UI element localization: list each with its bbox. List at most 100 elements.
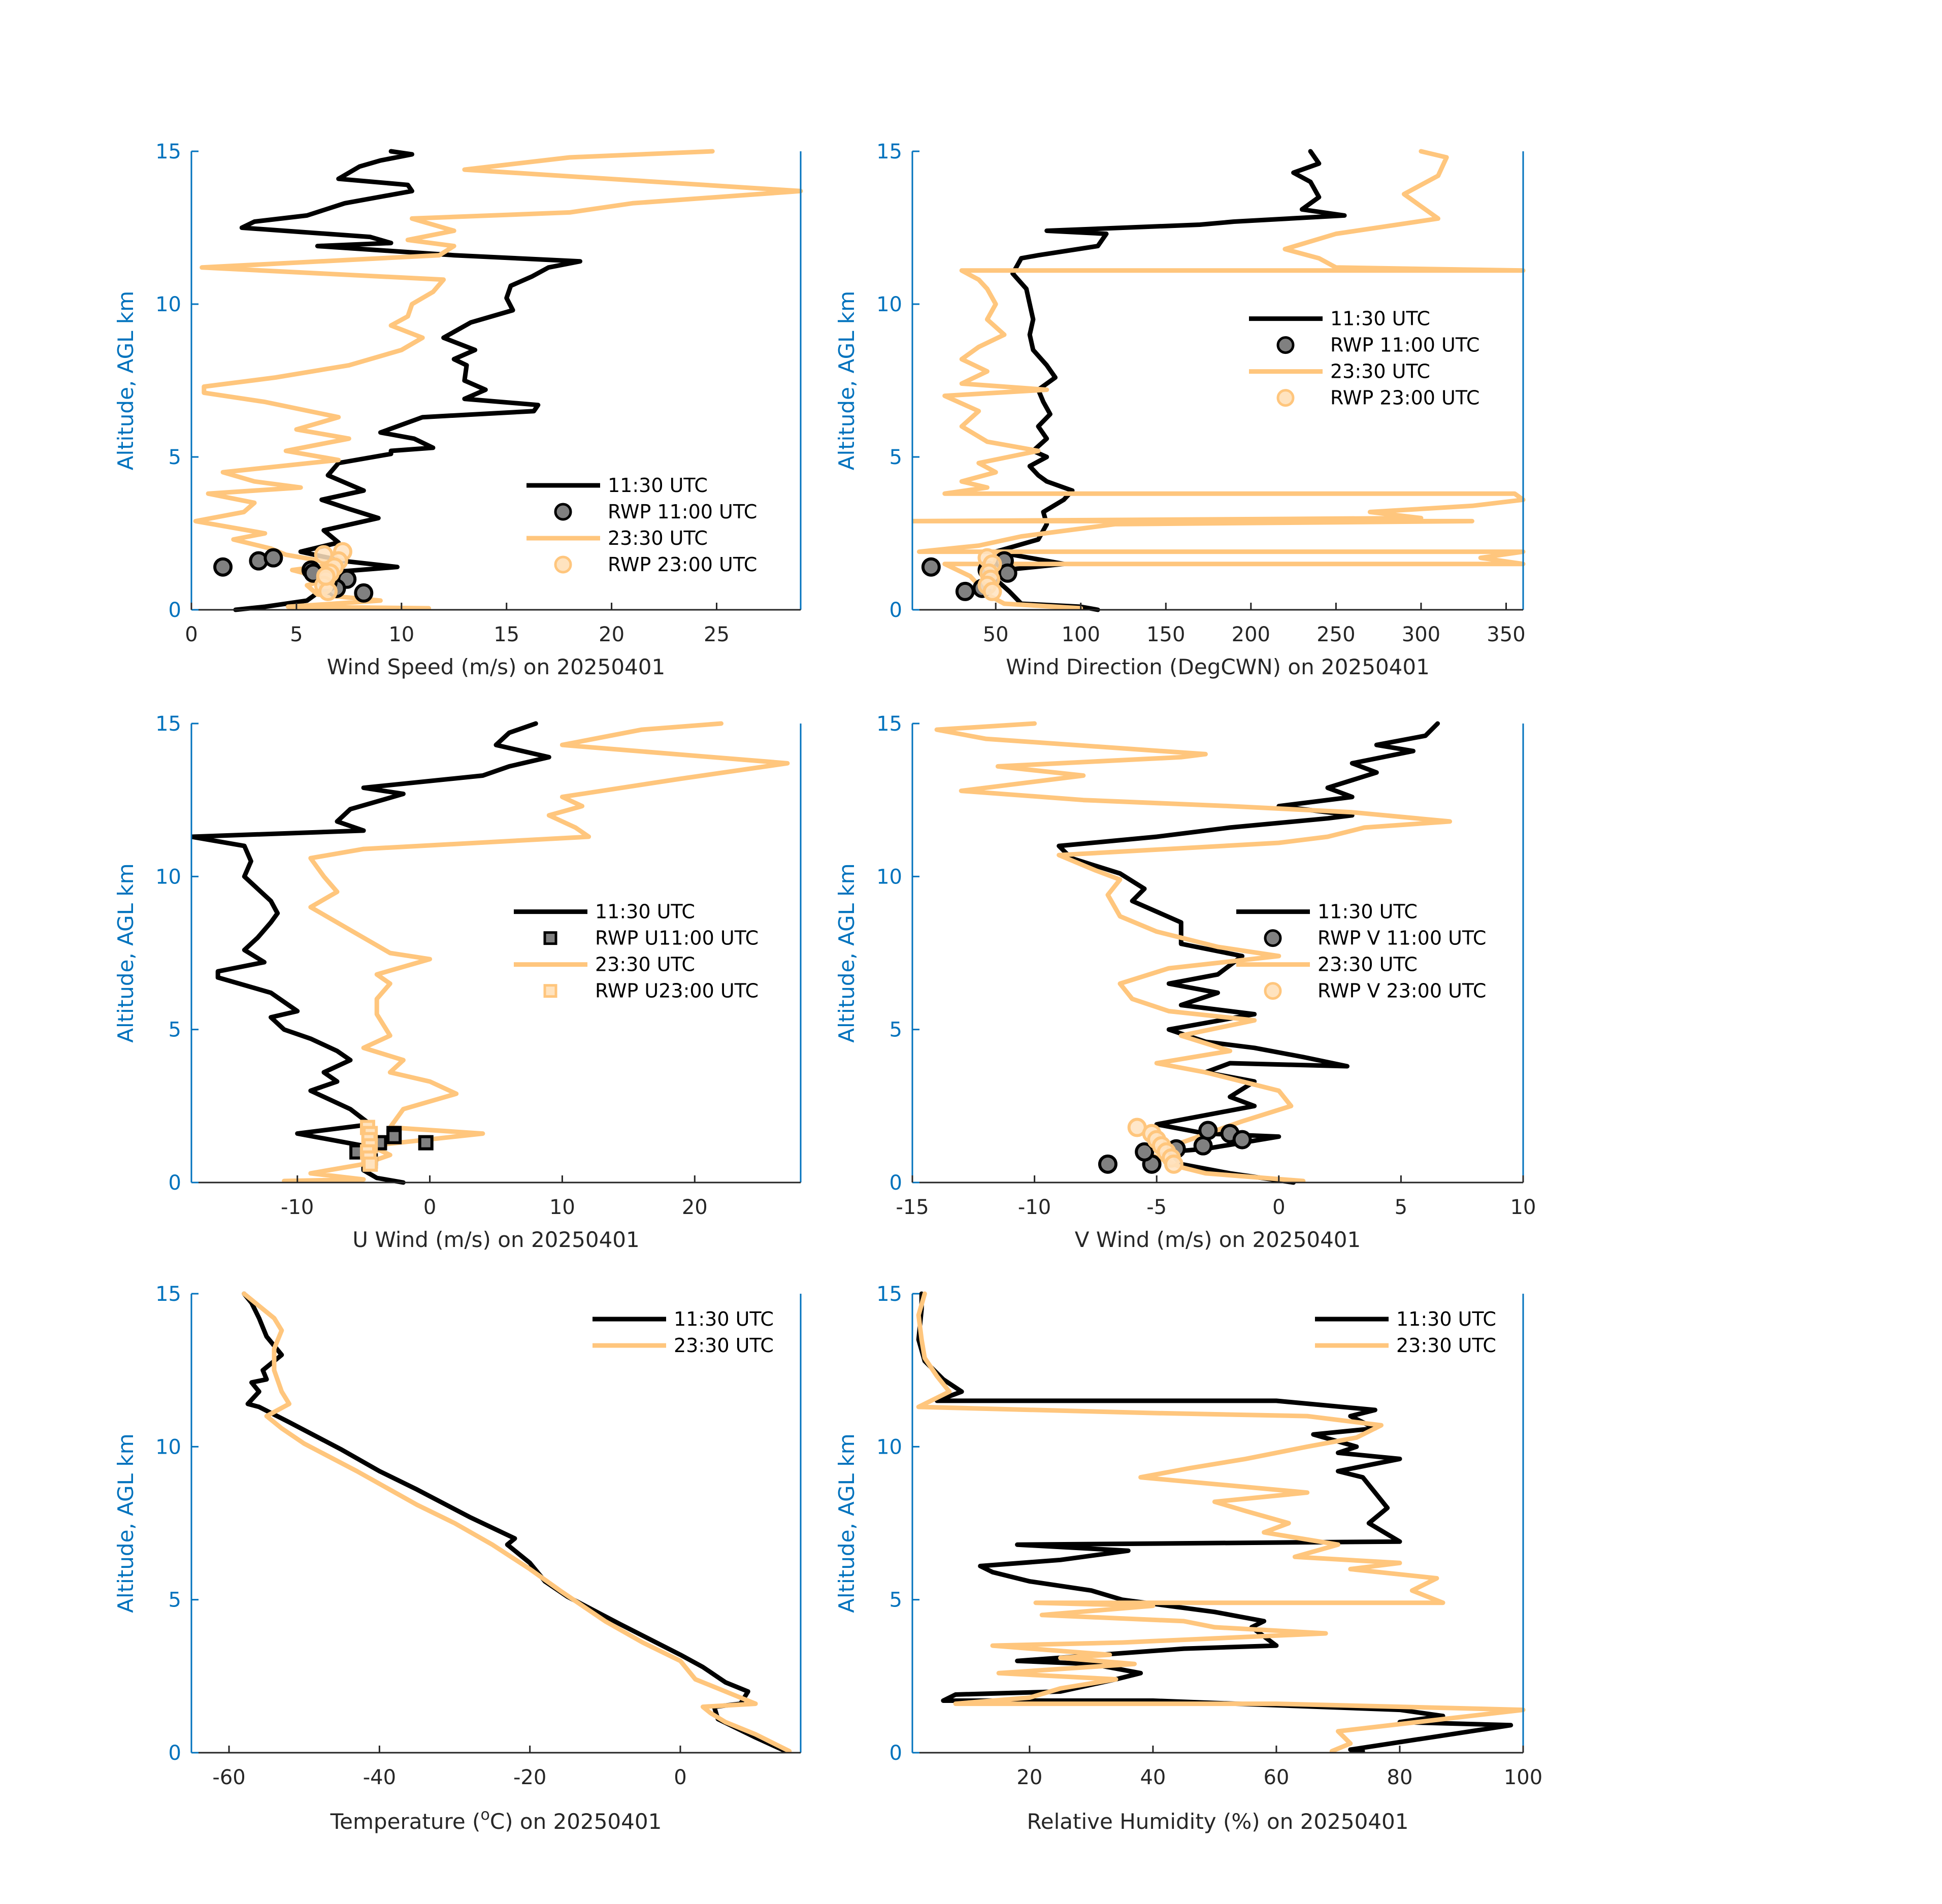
x-tick-label: 5 (1395, 1196, 1407, 1219)
legend-marker-swatch (554, 555, 572, 574)
y-axis-label: Altitude, AGL km (113, 1433, 138, 1613)
y-tick-label: 15 (155, 1283, 181, 1306)
rwp-marker (1232, 1130, 1252, 1150)
x-tick-label: 0 (1272, 1196, 1285, 1219)
x-tick-label: 10 (1510, 1196, 1536, 1219)
legend-label: 11:30 UTC (1396, 1308, 1496, 1330)
rwp-marker (998, 563, 1017, 583)
panel-relative-humidity: 0 5 10 15 20 40 60 80 100 Relative Humidity (%) o… (834, 1283, 1542, 1834)
series-line-23-30-utc (193, 149, 803, 611)
legend: 11:30 UTC 23:30 UTC (1315, 1308, 1496, 1357)
legend-label: 11:30 UTC (608, 474, 708, 497)
panel-v-wind: 0 5 10 15 -15 -10 -5 0 5 10 V Wind (m/s) on 202504… (834, 712, 1536, 1252)
plot-area (242, 1291, 792, 1754)
y-tick-label: 5 (890, 446, 902, 469)
legend-label: 23:30 UTC (595, 954, 695, 976)
rwp-marker (921, 557, 941, 577)
series-line-11-30-utc (242, 1291, 788, 1754)
series-line-11-30-utc (233, 149, 582, 612)
plot-area (934, 721, 1453, 1185)
rwp-marker (354, 583, 374, 603)
y-tick-label: 0 (169, 599, 181, 622)
legend-marker-swatch (1276, 336, 1295, 354)
legend-label: RWP 11:00 UTC (1330, 334, 1479, 356)
y-axis-label: Altitude, AGL km (834, 863, 859, 1042)
series-line-23-30-utc (934, 721, 1453, 1184)
y-tick-label: 0 (169, 1742, 181, 1765)
legend-label: RWP 23:00 UTC (608, 553, 757, 576)
x-tick-label: -10 (1018, 1196, 1051, 1219)
y-tick-label: 5 (890, 1019, 902, 1042)
y-tick-label: 15 (876, 1283, 902, 1306)
rwp-marker (213, 557, 233, 577)
rwp-marker (1098, 1154, 1117, 1174)
series-line-11-30-utc (1057, 721, 1440, 1185)
legend: 11:30 UTC RWP U11:00 UTC 23:30 UTC RWP U23:… (514, 901, 759, 1002)
x-tick-label: 350 (1487, 623, 1525, 646)
legend-marker-swatch (543, 931, 557, 945)
y-axis-label: Altitude, AGL km (113, 291, 138, 470)
legend-label: 11:30 UTC (674, 1308, 774, 1330)
x-axis-label: Relative Humidity (%) on 20250401 (1027, 1809, 1409, 1834)
y-tick-label: 10 (876, 865, 902, 889)
rwp-marker (316, 566, 336, 586)
x-tick-label: 10 (549, 1196, 575, 1219)
legend-label: 23:30 UTC (608, 527, 708, 549)
x-tick-label: -5 (1146, 1196, 1167, 1219)
x-tick-label: 50 (983, 623, 1009, 646)
legend-label: 23:30 UTC (674, 1334, 774, 1357)
x-axis-label: Wind Speed (m/s) on 20250401 (327, 654, 665, 679)
series-line-23-30-utc (916, 1291, 1526, 1754)
y-tick-label: 15 (155, 712, 181, 736)
y-tick-label: 0 (169, 1171, 181, 1195)
plot-area (191, 721, 790, 1185)
rwp-marker (318, 581, 338, 601)
legend: 11:30 UTC 23:30 UTC (593, 1308, 774, 1357)
rwp-marker (264, 548, 283, 568)
rwp-marker (1198, 1121, 1218, 1140)
x-tick-label: 40 (1140, 1766, 1166, 1789)
x-tick-label: 15 (493, 623, 519, 646)
x-tick-label: -10 (281, 1196, 314, 1219)
rwp-marker (418, 1135, 434, 1151)
x-axis-label: V Wind (m/s) on 20250401 (1075, 1227, 1361, 1252)
x-tick-label: 0 (185, 623, 198, 646)
y-tick-label: 15 (155, 140, 181, 163)
legend: 11:30 UTC RWP 11:00 UTC 23:30 UTC RWP 23:00… (526, 474, 757, 576)
x-tick-label: 20 (1016, 1766, 1042, 1789)
legend-label: RWP U23:00 UTC (595, 980, 759, 1002)
legend-label: 23:30 UTC (1318, 954, 1418, 976)
legend-label: RWP 23:00 UTC (1330, 387, 1479, 409)
x-tick-label: 25 (704, 623, 730, 646)
legend-marker-swatch (1264, 982, 1282, 1000)
legend-label: RWP V 23:00 UTC (1318, 980, 1486, 1002)
y-tick-label: 0 (890, 1171, 902, 1195)
x-tick-label: 5 (290, 623, 303, 646)
series-line-23-30-utc (242, 1291, 792, 1754)
legend-marker-swatch (543, 984, 557, 998)
series-line-23-30-utc (282, 721, 790, 1184)
x-tick-label: 20 (599, 623, 624, 646)
legend-label: 23:30 UTC (1396, 1334, 1496, 1357)
x-tick-label: 20 (682, 1196, 708, 1219)
x-axis-label: Temperature (oC) on 20250401 (330, 1806, 662, 1834)
x-tick-label: -20 (513, 1766, 546, 1789)
legend: 11:30 UTC RWP 11:00 UTC 23:30 UTC RWP 23:00… (1249, 308, 1479, 409)
y-tick-label: 15 (876, 712, 902, 736)
legend-label: 23:30 UTC (1330, 360, 1430, 383)
y-tick-label: 5 (169, 1589, 181, 1612)
y-tick-label: 5 (890, 1589, 902, 1612)
rwp-marker (982, 581, 1002, 601)
y-tick-label: 5 (169, 446, 181, 469)
x-tick-label: 100 (1062, 623, 1100, 646)
y-axis-label: Altitude, AGL km (834, 291, 859, 470)
rwp-marker (363, 1156, 378, 1172)
plot-area (912, 149, 1526, 612)
panel-wind-direction: 0 5 10 15 50 100 150 200 250 300 350 Wind Direction… (834, 140, 1526, 679)
legend-marker-swatch (1276, 389, 1295, 407)
x-axis-label: U Wind (m/s) on 20250401 (352, 1227, 640, 1252)
x-axis-label: Wind Direction (DegCWN) on 20250401 (1006, 654, 1430, 679)
legend: 11:30 UTC RWP V 11:00 UTC 23:30 UTC RWP V 2… (1236, 901, 1486, 1002)
plot-area (193, 149, 803, 612)
